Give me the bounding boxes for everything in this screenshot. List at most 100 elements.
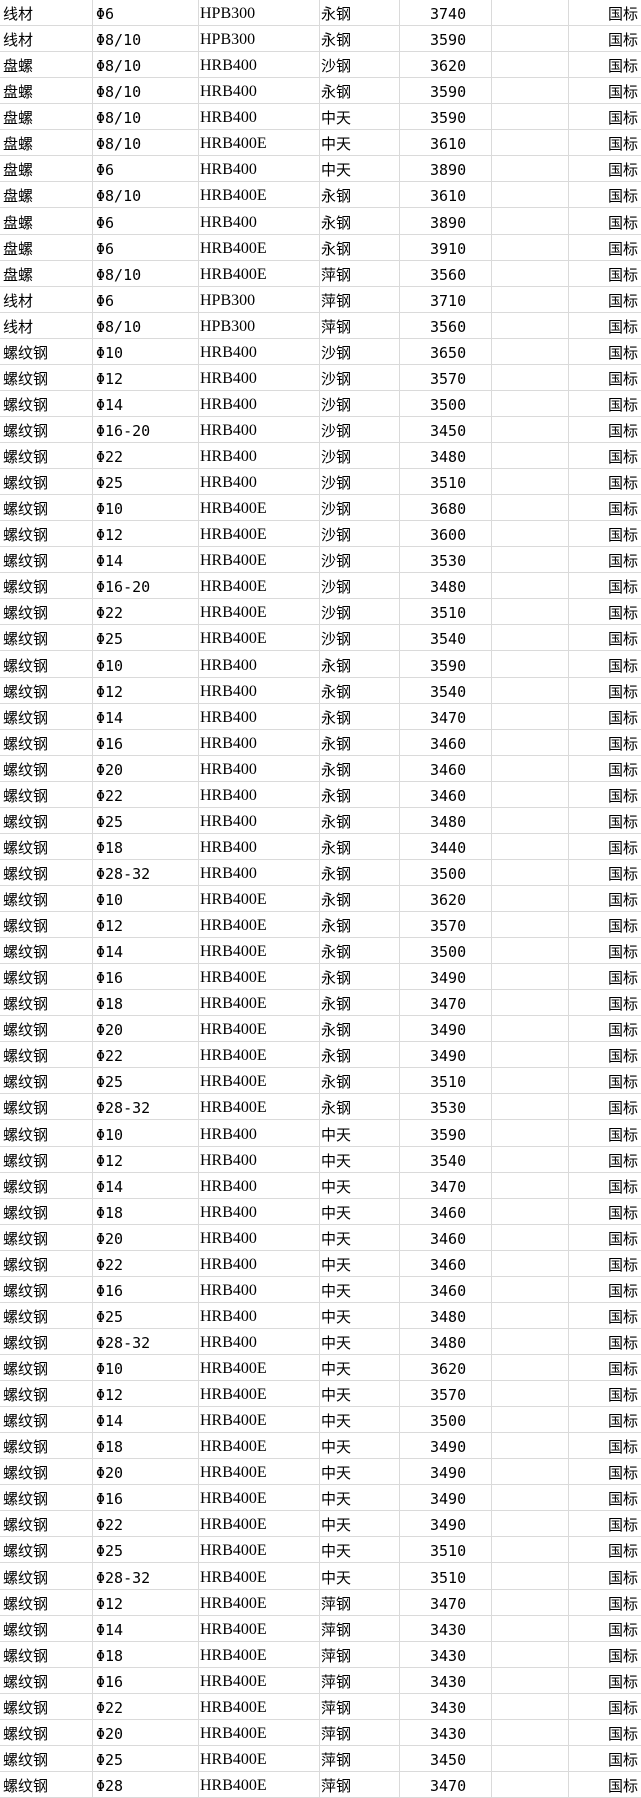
- cell-product[interactable]: 螺纹钢: [3, 474, 49, 493]
- cell-spec[interactable]: Φ18: [96, 1203, 124, 1222]
- cell-mill[interactable]: 中天: [321, 161, 352, 180]
- cell-mill[interactable]: 萍钢: [321, 1594, 352, 1613]
- cell-standard[interactable]: 国标: [607, 1099, 638, 1118]
- cell-standard[interactable]: 国标: [607, 213, 638, 232]
- cell-mill[interactable]: 中天: [321, 1125, 352, 1144]
- cell-mill[interactable]: 萍钢: [321, 317, 352, 336]
- cell-mill[interactable]: 萍钢: [321, 1672, 352, 1691]
- cell-grade[interactable]: HRB400E: [200, 969, 267, 987]
- cell-product[interactable]: 螺纹钢: [3, 656, 49, 675]
- cell-product[interactable]: 螺纹钢: [3, 760, 49, 779]
- cell-mill[interactable]: 永钢: [321, 1047, 352, 1066]
- cell-product[interactable]: 螺纹钢: [3, 1412, 49, 1431]
- cell-price[interactable]: 3570: [430, 917, 467, 936]
- cell-spec[interactable]: Φ10: [96, 1360, 124, 1379]
- cell-grade[interactable]: HRB400: [200, 734, 257, 752]
- cell-spec[interactable]: Φ22: [96, 1255, 124, 1274]
- cell-product[interactable]: 螺纹钢: [3, 448, 49, 467]
- cell-grade[interactable]: HRB400: [200, 1281, 257, 1299]
- cell-product[interactable]: 螺纹钢: [3, 969, 49, 988]
- cell-spec[interactable]: Φ6: [96, 291, 115, 310]
- cell-standard[interactable]: 国标: [607, 1698, 638, 1717]
- cell-standard[interactable]: 国标: [607, 812, 638, 831]
- cell-standard[interactable]: 国标: [607, 1672, 638, 1691]
- cell-price[interactable]: 3610: [430, 135, 467, 154]
- cell-price[interactable]: 3570: [430, 369, 467, 388]
- cell-price[interactable]: 3480: [430, 812, 467, 831]
- cell-product[interactable]: 盘螺: [3, 187, 34, 206]
- cell-product[interactable]: 螺纹钢: [3, 891, 49, 910]
- cell-grade[interactable]: HRB400E: [200, 1646, 267, 1664]
- cell-price[interactable]: 3560: [430, 317, 467, 336]
- cell-spec[interactable]: Φ14: [96, 1620, 124, 1639]
- cell-price[interactable]: 3460: [430, 1203, 467, 1222]
- cell-grade[interactable]: HPB300: [200, 31, 256, 49]
- cell-price[interactable]: 3890: [430, 213, 467, 232]
- cell-price[interactable]: 3680: [430, 500, 467, 519]
- cell-standard[interactable]: 国标: [607, 343, 638, 362]
- cell-standard[interactable]: 国标: [607, 369, 638, 388]
- cell-standard[interactable]: 国标: [607, 265, 638, 284]
- cell-price[interactable]: 3490: [430, 1021, 467, 1040]
- cell-mill[interactable]: 永钢: [321, 239, 352, 258]
- cell-mill[interactable]: 永钢: [321, 734, 352, 753]
- cell-mill[interactable]: 沙钢: [321, 630, 352, 649]
- cell-standard[interactable]: 国标: [607, 995, 638, 1014]
- cell-mill[interactable]: 沙钢: [321, 57, 352, 76]
- cell-mill[interactable]: 中天: [321, 109, 352, 128]
- cell-product[interactable]: 螺纹钢: [3, 1594, 49, 1613]
- cell-price[interactable]: 3500: [430, 864, 467, 883]
- cell-mill[interactable]: 永钢: [321, 760, 352, 779]
- cell-standard[interactable]: 国标: [607, 891, 638, 910]
- cell-standard[interactable]: 国标: [607, 552, 638, 571]
- cell-grade[interactable]: HRB400: [200, 57, 257, 75]
- cell-product[interactable]: 螺纹钢: [3, 1490, 49, 1509]
- cell-standard[interactable]: 国标: [607, 474, 638, 493]
- cell-price[interactable]: 3510: [430, 474, 467, 493]
- cell-spec[interactable]: Φ8/10: [96, 83, 142, 102]
- cell-spec[interactable]: Φ14: [96, 943, 124, 962]
- cell-standard[interactable]: 国标: [607, 1203, 638, 1222]
- cell-price[interactable]: 3540: [430, 1151, 467, 1170]
- cell-mill[interactable]: 沙钢: [321, 421, 352, 440]
- cell-grade[interactable]: HRB400: [200, 838, 257, 856]
- cell-mill[interactable]: 永钢: [321, 83, 352, 102]
- cell-product[interactable]: 螺纹钢: [3, 917, 49, 936]
- cell-standard[interactable]: 国标: [607, 1334, 638, 1352]
- cell-spec[interactable]: Φ8/10: [96, 265, 142, 284]
- cell-mill[interactable]: 中天: [321, 1438, 352, 1457]
- cell-price[interactable]: 3450: [430, 421, 467, 440]
- cell-spec[interactable]: Φ22: [96, 1698, 124, 1717]
- cell-product[interactable]: 螺纹钢: [3, 1099, 49, 1118]
- cell-standard[interactable]: 国标: [607, 5, 638, 24]
- cell-mill[interactable]: 萍钢: [321, 1777, 352, 1795]
- cell-mill[interactable]: 中天: [321, 135, 352, 154]
- cell-price[interactable]: 3470: [430, 1594, 467, 1613]
- cell-spec[interactable]: Φ14: [96, 395, 124, 414]
- cell-standard[interactable]: 国标: [607, 1307, 638, 1326]
- cell-price[interactable]: 3530: [430, 552, 467, 571]
- cell-standard[interactable]: 国标: [607, 1724, 638, 1743]
- cell-mill[interactable]: 永钢: [321, 995, 352, 1014]
- cell-price[interactable]: 3500: [430, 395, 467, 414]
- cell-standard[interactable]: 国标: [607, 1542, 638, 1561]
- cell-grade[interactable]: HRB400: [200, 812, 257, 830]
- cell-standard[interactable]: 国标: [607, 969, 638, 988]
- cell-grade[interactable]: HRB400: [200, 786, 257, 804]
- cell-product[interactable]: 螺纹钢: [3, 1672, 49, 1691]
- cell-standard[interactable]: 国标: [607, 1360, 638, 1379]
- cell-spec[interactable]: Φ12: [96, 1594, 124, 1613]
- cell-grade[interactable]: HRB400E: [200, 1412, 267, 1430]
- cell-standard[interactable]: 国标: [607, 421, 638, 440]
- cell-product[interactable]: 螺纹钢: [3, 1750, 49, 1769]
- cell-price[interactable]: 3510: [430, 1542, 467, 1561]
- cell-spec[interactable]: Φ25: [96, 474, 124, 493]
- cell-spec[interactable]: Φ16: [96, 969, 124, 988]
- cell-spec[interactable]: Φ12: [96, 526, 124, 545]
- cell-standard[interactable]: 国标: [607, 1255, 638, 1274]
- cell-price[interactable]: 3560: [430, 265, 467, 284]
- cell-grade[interactable]: HRB400: [200, 1125, 257, 1143]
- cell-spec[interactable]: Φ16: [96, 1490, 124, 1509]
- cell-spec[interactable]: Φ12: [96, 1386, 124, 1405]
- cell-standard[interactable]: 国标: [607, 786, 638, 805]
